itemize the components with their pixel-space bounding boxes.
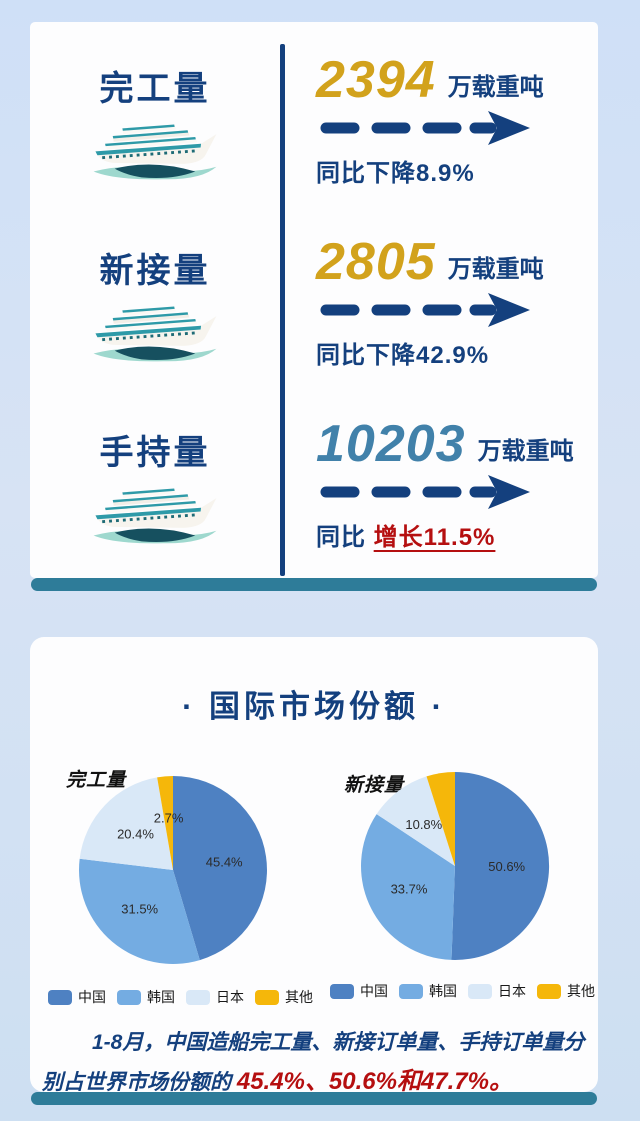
stat-left-new-orders: 新接量 xyxy=(30,214,280,396)
value-line: 2805 万载重吨 xyxy=(316,233,598,292)
pie-data-label: 31.5% xyxy=(121,902,158,917)
stat-right-completion: 2394 万载重吨 同比下降8.9% xyxy=(280,32,598,214)
value-line: 10203 万载重吨 xyxy=(316,415,598,474)
pie-data-label: 10.8% xyxy=(405,817,442,832)
pie-slice-日本 xyxy=(376,776,455,866)
dashed-arrow-icon xyxy=(320,292,530,327)
legend-label: 日本 xyxy=(498,983,526,999)
stat-right-new-orders: 2805 万载重吨 同比下降42.9% xyxy=(280,214,598,396)
legend-item-japan: 日本 xyxy=(186,987,244,1007)
footnote-plain: 1-8月，中国造船完工量、新接订单量、手持订单量分别占世界市场份额的 xyxy=(42,1031,585,1095)
legend-item-korea: 韩国 xyxy=(399,981,457,1001)
stat-value-order-book: 10203 xyxy=(316,415,466,474)
stat-change-new-orders: 同比下降42.9% xyxy=(316,335,598,370)
legend-item-japan: 日本 xyxy=(468,981,526,1001)
legend-swatch-japan xyxy=(186,989,210,1005)
pie-data-label: 20.4% xyxy=(117,826,154,841)
cruise-ship-icon xyxy=(93,306,217,362)
pie-slice-其他 xyxy=(426,772,455,866)
legend-label: 其他 xyxy=(285,989,313,1005)
stat-change-order-book: 同比 增长11.5% xyxy=(316,517,598,552)
pie-slice-日本 xyxy=(79,777,173,870)
cruise-ship-icon xyxy=(93,124,217,180)
legend-label: 日本 xyxy=(216,989,244,1005)
pie-data-label: 33.7% xyxy=(391,882,428,897)
legend-label: 韩国 xyxy=(429,983,457,999)
legend-item-china: 中国 xyxy=(48,987,106,1007)
stat-right-order-book: 10203 万载重吨 同比 增长11.5% xyxy=(280,396,598,578)
stat-label-completion: 完工量 xyxy=(99,70,211,108)
legend-swatch-japan xyxy=(468,983,492,999)
stat-change-completion: 同比下降8.9% xyxy=(316,153,598,188)
stat-left-completion: 完工量 xyxy=(30,32,280,214)
pie-data-label: 50.6% xyxy=(488,859,525,874)
legend-new-orders: 中国 韩国 日本 其他 xyxy=(330,981,595,1001)
stat-row-new-orders: 新接量 2805 万载重吨 xyxy=(30,214,598,396)
pie-title-completion: 完工量 xyxy=(66,770,127,791)
pie-data-label: 45.4% xyxy=(206,855,243,870)
pie-slice-其他 xyxy=(157,776,173,870)
stat-row-order-book: 手持量 10203 万载重吨 xyxy=(30,396,598,578)
stat-value-completion: 2394 xyxy=(316,51,436,110)
change-plain: 同比下降42.9% xyxy=(316,341,490,369)
pie-chart-new-orders: 50.6% 33.7% 10.8% xyxy=(361,771,550,960)
legend-item-other: 其他 xyxy=(255,987,313,1007)
pie-chart-completion: 45.4% 31.5% 20.4%2.7% xyxy=(79,776,267,964)
change-plain: 同比 xyxy=(316,523,374,551)
vertical-divider xyxy=(280,44,285,576)
market-share-card: · 国际市场份额 · 完工量 45.4% 31.5% 20.4% 2.7% 新接量 5… xyxy=(30,637,598,1095)
change-plain: 同比下降8.9% xyxy=(316,159,475,187)
footnote: 1-8月，中国造船完工量、新接订单量、手持订单量分别占世界市场份额的 45.4%… xyxy=(42,1025,604,1102)
legend-item-korea: 韩国 xyxy=(117,987,175,1007)
dashed-arrow-icon xyxy=(320,474,530,509)
change-highlight: 增长11.5% xyxy=(373,523,496,551)
legend-item-other: 其他 xyxy=(537,981,595,1001)
legend-label: 韩国 xyxy=(147,989,175,1005)
legend-label: 中国 xyxy=(78,989,106,1005)
legend-swatch-china xyxy=(330,983,354,999)
legend-item-china: 中国 xyxy=(330,981,388,1001)
value-line: 2394 万载重吨 xyxy=(316,51,598,110)
stat-label-new-orders: 新接量 xyxy=(99,252,211,290)
stat-left-order-book: 手持量 xyxy=(30,396,280,578)
footnote-highlight: 45.4%、50.6%和47.7%。 xyxy=(236,1068,513,1096)
card-bottom-accent-bar xyxy=(31,578,597,591)
stat-unit: 万载重吨 xyxy=(447,255,544,283)
legend-swatch-china xyxy=(48,989,72,1005)
pie-slice-韩国 xyxy=(361,814,455,960)
stat-row-completion: 完工量 2394 万载重吨 xyxy=(30,32,598,214)
legend-label: 其他 xyxy=(567,983,595,999)
dashed-arrow-icon xyxy=(320,110,530,145)
cruise-ship-icon xyxy=(93,488,217,544)
card-bottom-accent-bar xyxy=(31,1092,597,1105)
legend-label: 中国 xyxy=(360,983,388,999)
legend-swatch-other xyxy=(537,983,561,999)
stat-unit: 万载重吨 xyxy=(447,73,544,101)
pie-slice-中国 xyxy=(173,776,267,961)
legend-completion: 中国 韩国 日本 其他 xyxy=(48,987,313,1007)
legend-swatch-korea xyxy=(117,989,141,1005)
legend-swatch-other xyxy=(255,989,279,1005)
pie-slice-韩国 xyxy=(79,858,200,964)
stat-label-order-book: 手持量 xyxy=(99,434,211,472)
section-title: · 国际市场份额 · xyxy=(182,689,446,724)
shipbuilding-stats-card: 完工量 2394 万载重吨 xyxy=(30,22,598,578)
pie-slice-中国 xyxy=(451,771,550,960)
pie-title-new-orders: 新接量 xyxy=(344,775,405,796)
stat-unit: 万载重吨 xyxy=(477,437,574,465)
stat-value-new-orders: 2805 xyxy=(316,233,436,292)
legend-swatch-korea xyxy=(399,983,423,999)
pie-data-label: 2.7% xyxy=(154,811,184,826)
